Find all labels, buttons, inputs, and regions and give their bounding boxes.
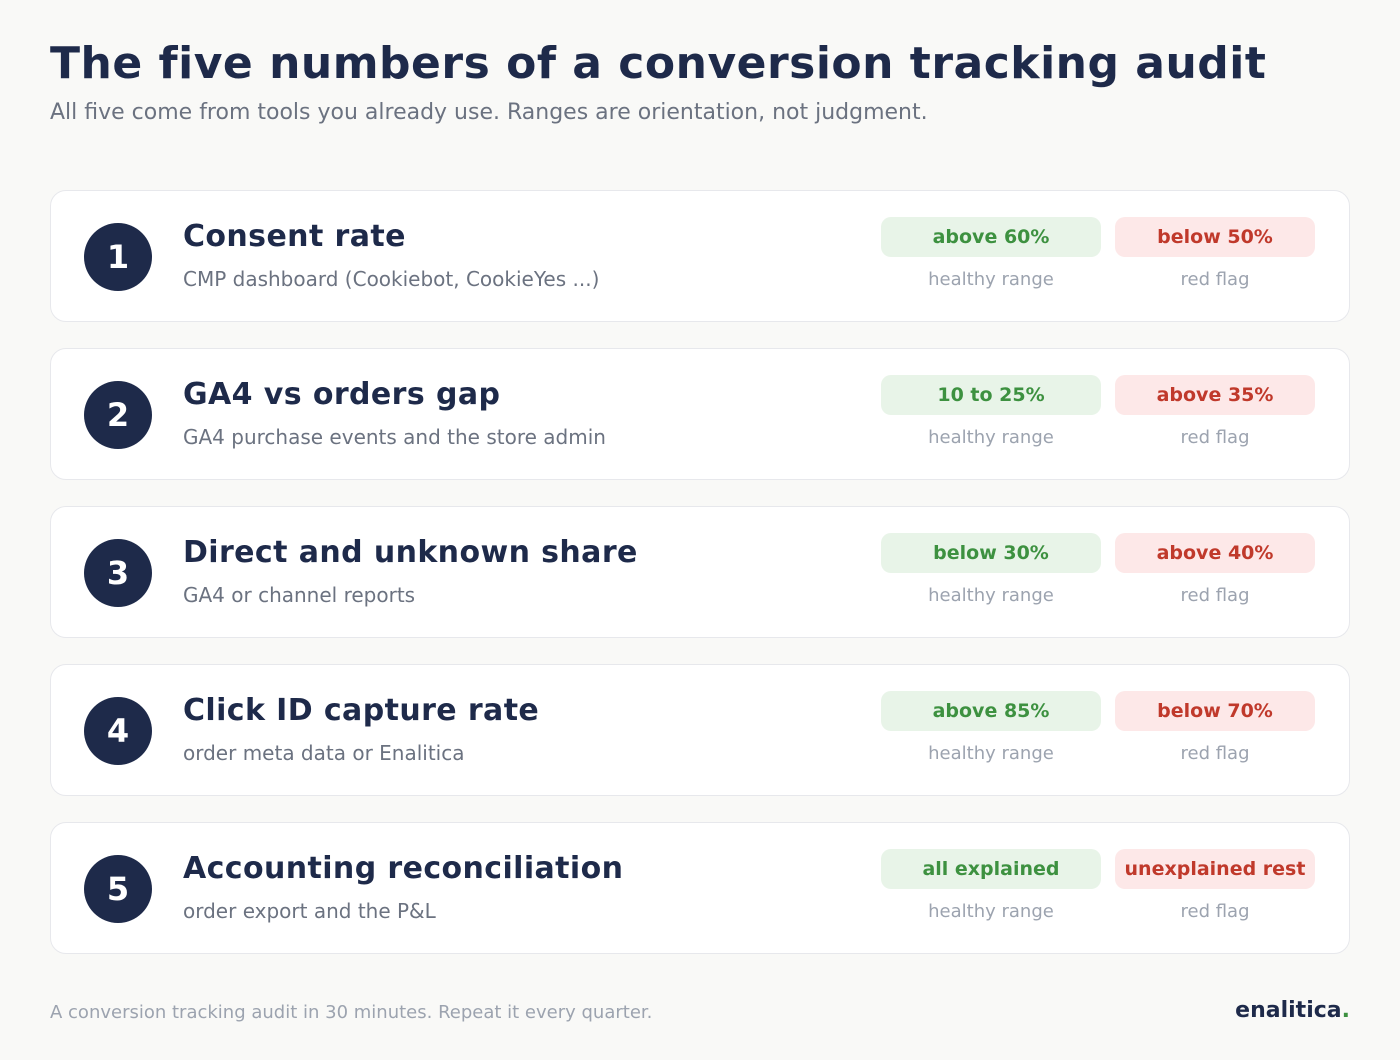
red-flag-label: red flag (1180, 901, 1250, 922)
metric-title: Accounting reconciliation (183, 851, 624, 886)
metric-card-ga4-vs-orders-gap: 2 GA4 vs orders gap GA4 purchase events … (50, 348, 1350, 480)
metric-source: GA4 purchase events and the store admin (183, 425, 606, 449)
red-flag-pill: unexplained rest (1115, 849, 1315, 889)
metric-number-badge: 4 (84, 697, 152, 765)
footer-note: A conversion tracking audit in 30 minute… (50, 1002, 653, 1023)
red-flag-pill: below 50% (1115, 217, 1315, 257)
red-flag-pill: above 40% (1115, 533, 1315, 573)
healthy-range-label: healthy range (928, 743, 1054, 764)
metric-card-direct-and-unknown-share: 3 Direct and unknown share GA4 or channe… (50, 506, 1350, 638)
page-subtitle: All five come from tools you already use… (50, 100, 928, 125)
metric-source: GA4 or channel reports (183, 583, 416, 607)
red-flag-label: red flag (1180, 427, 1250, 448)
metric-title: Consent rate (183, 219, 406, 254)
brand-name: enalitica (1235, 998, 1342, 1023)
metric-card-consent-rate: 1 Consent rate CMP dashboard (Cookiebot,… (50, 190, 1350, 322)
metric-title: Direct and unknown share (183, 535, 638, 570)
metric-number-badge: 2 (84, 381, 152, 449)
healthy-range-pill: all explained (881, 849, 1101, 889)
brand-logo: enalitica. (1235, 998, 1350, 1023)
metric-card-accounting-reconciliation: 5 Accounting reconciliation order export… (50, 822, 1350, 954)
page-title: The five numbers of a conversion trackin… (50, 38, 1267, 89)
red-flag-label: red flag (1180, 743, 1250, 764)
healthy-range-label: healthy range (928, 901, 1054, 922)
red-flag-label: red flag (1180, 585, 1250, 606)
red-flag-label: red flag (1180, 269, 1250, 290)
metric-number-badge: 1 (84, 223, 152, 291)
healthy-range-label: healthy range (928, 427, 1054, 448)
metric-title: GA4 vs orders gap (183, 377, 501, 412)
healthy-range-label: healthy range (928, 269, 1054, 290)
metric-source: order meta data or Enalitica (183, 741, 465, 765)
metric-title: Click ID capture rate (183, 693, 540, 728)
metric-source: CMP dashboard (Cookiebot, CookieYes ...) (183, 267, 600, 291)
brand-dot: . (1341, 998, 1350, 1023)
healthy-range-pill: 10 to 25% (881, 375, 1101, 415)
red-flag-pill: below 70% (1115, 691, 1315, 731)
metric-number-badge: 3 (84, 539, 152, 607)
metric-card-click-id-capture-rate: 4 Click ID capture rate order meta data … (50, 664, 1350, 796)
healthy-range-pill: below 30% (881, 533, 1101, 573)
metric-source: order export and the P&L (183, 899, 436, 923)
healthy-range-label: healthy range (928, 585, 1054, 606)
metric-number-badge: 5 (84, 855, 152, 923)
healthy-range-pill: above 60% (881, 217, 1101, 257)
healthy-range-pill: above 85% (881, 691, 1101, 731)
red-flag-pill: above 35% (1115, 375, 1315, 415)
